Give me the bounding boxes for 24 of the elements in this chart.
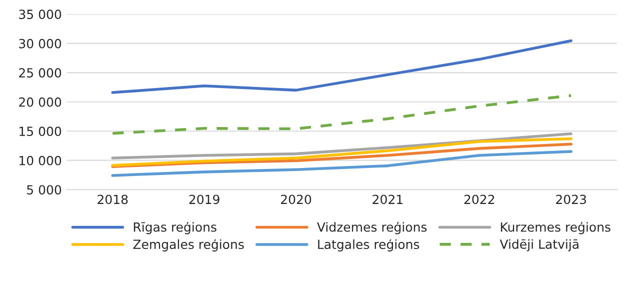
line-series	[111, 94, 572, 135]
legend-label: Kurzemes reģions	[500, 222, 610, 234]
line-series	[111, 150, 572, 177]
line-series	[111, 137, 572, 167]
y-tick-label: 30 000	[19, 38, 62, 48]
legend-label: Latgales reģions	[318, 239, 420, 252]
x-tick-label: 2020	[281, 194, 312, 204]
y-tick-label: 35 000	[19, 10, 62, 20]
y-tick-label: 10 000	[20, 156, 62, 166]
legend-label: Vidzemes reģions	[317, 222, 427, 234]
x-tick-label: 2021	[372, 194, 402, 204]
line-series	[111, 39, 572, 94]
legend-label: Rīgas reģions	[134, 222, 216, 234]
y-tick-label: 20 000	[19, 97, 62, 107]
y-tick-label: 25 000	[19, 68, 62, 78]
legend-label: Vidēji Latvijā	[500, 239, 578, 252]
x-tick-label: 2023	[556, 194, 586, 204]
y-tick-label: 5 000	[27, 185, 62, 195]
line-series	[111, 132, 572, 160]
x-tick-label: 2018	[98, 194, 128, 204]
y-tick-label: 15 000	[20, 126, 62, 136]
legend-label: Zemgales reģions	[133, 239, 244, 252]
x-tick-label: 2019	[189, 194, 220, 204]
x-tick-label: 2022	[464, 194, 494, 204]
